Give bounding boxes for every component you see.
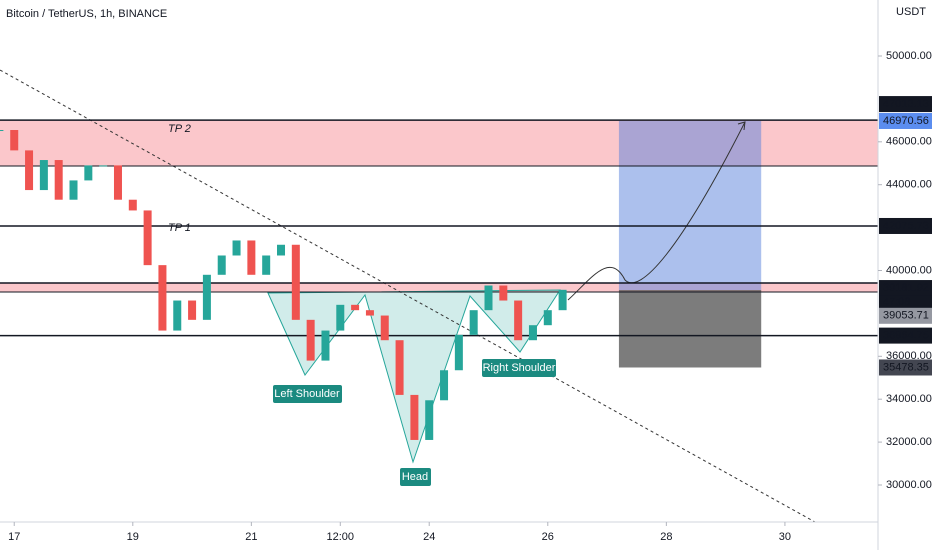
plot-area [0, 69, 878, 522]
y-tick-label: 44000.00 [886, 179, 932, 191]
price-label: 36964.75 [883, 330, 929, 342]
x-tick-label: 21 [245, 531, 257, 543]
y-tick-label: 34000.00 [886, 393, 932, 405]
candle [336, 304, 345, 331]
candle [425, 400, 434, 440]
y-tick-label: 36000.00 [886, 350, 932, 362]
candle [25, 150, 34, 191]
candle [499, 285, 508, 301]
position-target [618, 120, 762, 291]
candle [232, 240, 241, 256]
candle [0, 130, 4, 132]
candle [173, 300, 182, 331]
right-shoulder-label: Right Shoulder [483, 362, 556, 374]
y-tick-label: 32000.00 [886, 436, 932, 448]
x-tick-label: 12:00 [327, 531, 355, 543]
candle [277, 244, 286, 256]
axis-unit: USDT [896, 6, 926, 18]
candle [351, 304, 360, 311]
price-label: 47013.13 [883, 98, 929, 110]
y-tick-label: 30000.00 [886, 479, 932, 491]
price-label: 42075.73 [883, 220, 929, 232]
candle [410, 394, 419, 440]
x-tick-label: 28 [660, 531, 672, 543]
price-label-box [879, 359, 932, 376]
price-label-box [879, 280, 932, 297]
y-tick-label: 50000.00 [886, 50, 932, 62]
trendline [0, 69, 816, 522]
annotation-box [482, 359, 556, 377]
head-label: Head [402, 471, 428, 483]
position-stop [618, 290, 762, 368]
arrow-head [737, 121, 746, 131]
candle [306, 319, 315, 361]
tp1-label: TP 1 [168, 222, 191, 234]
candle [84, 165, 93, 181]
x-tick-label: 19 [127, 531, 139, 543]
candle [395, 340, 404, 395]
countdown-box [879, 295, 932, 310]
chart-title: Bitcoin / TetherUS, 1h, BINANCE [6, 8, 167, 20]
countdown: 47:08 [883, 296, 911, 308]
price-label: 39181.92 [883, 282, 929, 294]
price-label: 35478.35 [883, 361, 929, 373]
y-tick-label: 46000.00 [886, 136, 932, 148]
candle [454, 334, 463, 371]
candle [440, 370, 449, 401]
candle [321, 330, 330, 361]
levels [0, 119, 878, 337]
price-label-box [879, 96, 932, 113]
left-shoulder-label: Left Shoulder [274, 388, 340, 400]
candle [247, 240, 256, 275]
x-tick-label: 26 [542, 531, 554, 543]
price-label-box [879, 307, 932, 324]
zone [0, 282, 878, 292]
candle [291, 244, 300, 320]
candles [0, 130, 567, 440]
candle [143, 210, 152, 266]
price-label: 46970.56 [883, 115, 929, 127]
axes: 30000.00 32000.00 34000.00 36000.00 40000.00… [8, 50, 932, 543]
annotation-box [400, 468, 431, 486]
candle [188, 300, 197, 320]
candle [380, 315, 389, 341]
candle [558, 289, 567, 311]
price-label-box [879, 327, 932, 344]
position [618, 120, 762, 368]
candle [54, 160, 63, 200]
candle [99, 165, 108, 167]
candle [484, 285, 493, 311]
candle [128, 199, 137, 211]
candle [469, 310, 478, 335]
candle [365, 310, 374, 316]
candle [202, 274, 211, 320]
candle [69, 180, 78, 200]
candle [217, 255, 226, 275]
candle [262, 255, 271, 275]
price-label: 39053.71 [883, 310, 929, 322]
candle [39, 160, 48, 191]
y-tick-label: 40000.00 [886, 264, 932, 276]
annotation-box [273, 385, 342, 403]
candle [10, 130, 19, 151]
x-tick-label: 17 [8, 531, 20, 543]
candle [113, 165, 122, 200]
candle [528, 325, 537, 341]
x-tick-label: 24 [423, 531, 435, 543]
x-tick-label: 30 [779, 531, 791, 543]
candle [543, 310, 552, 326]
candle [158, 265, 167, 331]
tp2-label: TP 2 [168, 123, 191, 135]
price-label-box [879, 217, 932, 234]
price-label-box [879, 112, 932, 129]
candle [514, 300, 523, 341]
